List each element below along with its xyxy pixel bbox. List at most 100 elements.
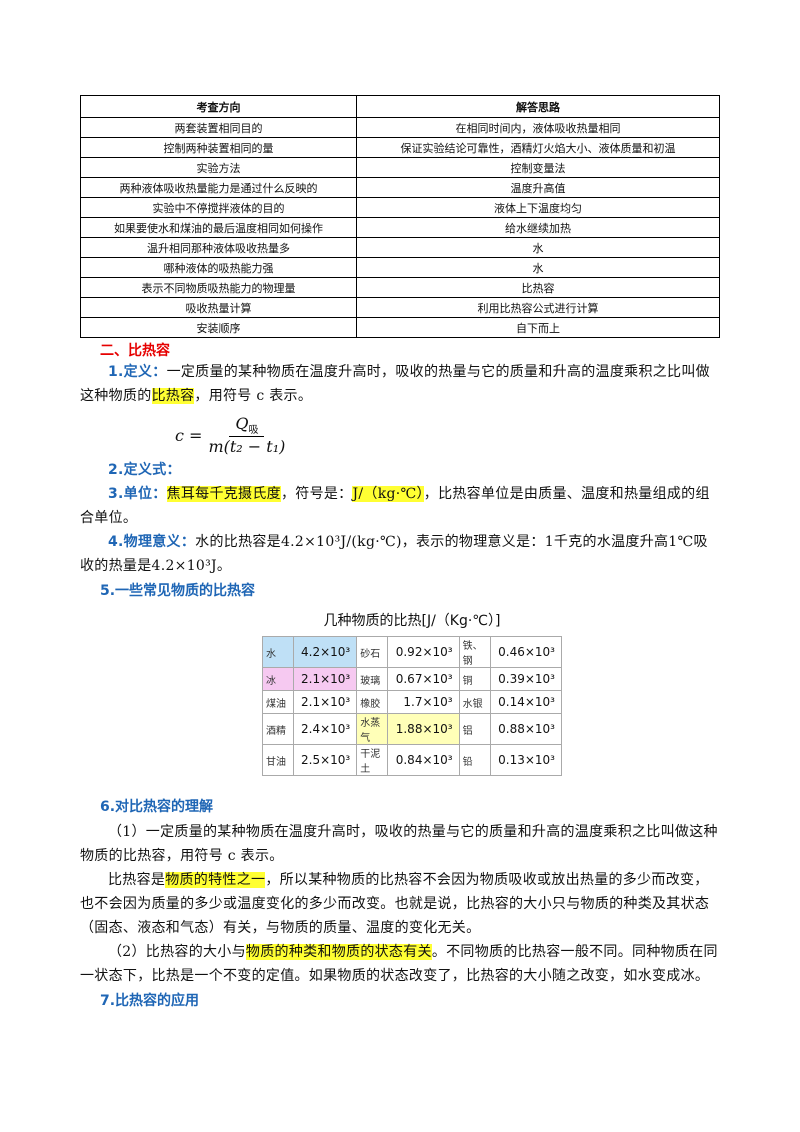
substance-name: 玻璃	[356, 667, 389, 691]
header-row: 考查方向 解答思路	[79, 95, 720, 118]
substance-name: 水银	[458, 690, 491, 714]
highlight-text: 物质的种类和物质的状态有关	[245, 944, 432, 960]
guide-table: 考查方向 解答思路 两套装置相同目的 在相同时间内，液体吸收热量相同 控制两种装置相同的…	[79, 95, 720, 338]
substance-name: 干泥土	[356, 744, 389, 776]
substance-name: 铜	[458, 667, 491, 691]
substance-value: 0.88×10³	[489, 713, 563, 745]
substance-value: 0.84×10³	[387, 744, 460, 776]
table-cell: 利用比热容公式进行计算	[356, 297, 720, 318]
item-label: 7.比热容的应用	[100, 993, 200, 1009]
table-row: 两套装置相同目的 在相同时间内，液体吸收热量相同	[79, 117, 720, 138]
text: 一定质量的某种物质在温度升高时，吸收的热量与它的质量和升高的温度乘积之比叫做这种…	[80, 364, 710, 404]
table-cell: 控制变量法	[356, 157, 720, 178]
item-label: 1.定义：	[108, 364, 167, 380]
table-cell: 保证实验结论可靠性，酒精灯火焰大小、液体质量和初温	[356, 137, 720, 158]
substance-name: 酒精	[262, 713, 294, 745]
specific-heat-figure: 几种物质的比热[J/（Kg·℃）] 水 4.2×10³ 砂石 0.92×10³ 铁、钢 0.…	[262, 610, 563, 776]
denominator: m(t₂ − t₁)	[208, 437, 286, 457]
table-cell: 表示不同物质吸热能力的物理量	[79, 277, 358, 298]
table-cell: 水	[356, 237, 720, 258]
specific-heat-table: 水 4.2×10³ 砂石 0.92×10³ 铁、钢 0.46×10³ 冰 2.1×10³ 玻璃 0…	[262, 636, 563, 776]
table-cell: 自下而上	[356, 317, 720, 338]
table-cell: 控制两种装置相同的量	[79, 137, 358, 158]
item-label: 6.对比热容的理解	[100, 799, 214, 815]
substance-value: 2.1×10³	[292, 667, 358, 691]
table-row: 煤油 2.1×10³ 橡胶 1.7×10³ 水银 0.14×10³	[262, 690, 563, 714]
substance-name: 水	[262, 636, 294, 668]
table-cell: 水	[356, 257, 720, 278]
text: ，用符号 c 表示。	[194, 388, 313, 404]
paragraph: 4.物理意义：水的比热容是4.2×10³J/(kg·℃)，表示的物理意义是：1千…	[80, 530, 720, 578]
substance-name: 铁、钢	[458, 636, 491, 668]
item-label: 4.物理意义：	[108, 534, 196, 550]
table-cell: 给水继续加热	[356, 217, 720, 238]
section-title: 二、比热容	[100, 343, 170, 359]
substance-value: 1.7×10³	[387, 690, 460, 714]
substance-value: 2.1×10³	[292, 690, 358, 714]
text: （1）一定质量的某种物质在温度升高时，吸收的热量与它的质量和升高的温度乘积之比叫…	[80, 824, 718, 864]
numerator-sub: 吸	[248, 425, 259, 437]
substance-name: 砂石	[356, 636, 389, 668]
table-cell: 温度升高值	[356, 177, 720, 198]
header-cell: 解答思路	[356, 95, 720, 118]
table-row: 实验方法 控制变量法	[79, 157, 720, 178]
table-row: 哪种液体的吸热能力强水	[79, 257, 720, 278]
highlight-text: J/（kg·℃）	[352, 486, 424, 502]
table-row: 安装顺序 自下而上	[79, 317, 720, 338]
substance-name: 甘油	[262, 744, 294, 776]
substance-value: 4.2×10³	[292, 636, 358, 668]
table-cell: 实验中不停搅拌液体的目的	[79, 197, 358, 218]
table-cell: 实验方法	[79, 157, 358, 178]
substance-name: 冰	[262, 667, 294, 691]
item-label: 3.单位：	[108, 486, 167, 502]
paragraph: （2）比热容的大小与物质的种类和物质的状态有关。不同物质的比热容一般不同。同种物…	[80, 940, 720, 988]
table-row: 控制两种装置相同的量 保证实验结论可靠性，酒精灯火焰大小、液体质量和初温	[79, 137, 720, 158]
table-cell: 比热容	[356, 277, 720, 298]
substance-value: 0.39×10³	[489, 667, 563, 691]
substance-value: 0.92×10³	[387, 636, 460, 668]
table-cell: 液体上下温度均匀	[356, 197, 720, 218]
text: 比热容是	[108, 872, 166, 888]
substance-value: 0.13×10³	[489, 744, 563, 776]
content: 考查方向 解答思路 两套装置相同目的 在相同时间内，液体吸收热量相同 控制两种装置相同的…	[79, 95, 720, 1014]
table-row: 两种液体吸收热量能力是通过什么反映的 温度升高值	[79, 177, 720, 198]
highlight-text: 物质的特性之一	[165, 872, 266, 888]
item-label: 2.定义式：	[108, 462, 181, 478]
substance-value: 2.5×10³	[292, 744, 358, 776]
item-label: 5.一些常见物质的比热容	[100, 583, 256, 599]
highlight-text: 比热容	[151, 388, 195, 404]
table-cell: 安装顺序	[79, 317, 358, 338]
substance-name: 煤油	[262, 690, 294, 714]
item-heading: 7.比热容的应用	[100, 988, 720, 1014]
table-row: 温升相同那种液体吸收热量多水	[79, 237, 720, 258]
substance-name: 橡胶	[356, 690, 389, 714]
fraction: Q吸 m(t₂ − t₁)	[208, 414, 285, 456]
substance-value: 1.88×10³	[387, 713, 460, 745]
text: ，所以某种物质的比热容不会因为物质吸收或放出热量的多少而改变，也不会因为质量的多…	[80, 872, 710, 936]
table-row: 吸收热量计算 利用比热容公式进行计算	[79, 297, 720, 318]
paragraph: 比热容是物质的特性之一，所以某种物质的比热容不会因为物质吸收或放出热量的多少而改…	[80, 868, 720, 940]
formula-lhs: c =	[175, 425, 203, 445]
item-heading: 6.对比热容的理解	[100, 794, 720, 820]
highlight-text: 焦耳每千克摄氏度	[166, 486, 281, 502]
table-row: 酒精 2.4×10³ 水蒸气 1.88×10³ 铝 0.88×10³	[262, 713, 563, 745]
table-cell: 如果要使水和煤油的最后温度相同如何操作	[79, 217, 358, 238]
table-row: 冰 2.1×10³ 玻璃 0.67×10³ 铜 0.39×10³	[262, 667, 563, 691]
table-cell: 温升相同那种液体吸收热量多	[79, 237, 358, 258]
substance-name: 水蒸气	[356, 713, 389, 745]
table-row: 甘油 2.5×10³ 干泥土 0.84×10³ 铅 0.13×10³	[262, 744, 563, 776]
table-cell: 在相同时间内，液体吸收热量相同	[356, 117, 720, 138]
text: 。不同物质的比热容一般不同。同种物质在同一状态下，比热是一个不变的定值。如果物质…	[80, 944, 718, 984]
table-row: 水 4.2×10³ 砂石 0.92×10³ 铁、钢 0.46×10³	[262, 636, 563, 668]
figure-title: 几种物质的比热[J/（Kg·℃）]	[323, 613, 501, 629]
text: ，比热容单位是由质量、温度和热量组成的组合单位。	[80, 486, 710, 526]
substance-name: 铝	[458, 713, 491, 745]
table-row: 实验中不停搅拌液体的目的 液体上下温度均匀	[79, 197, 720, 218]
paragraph: 1.定义：一定质量的某种物质在温度升高时，吸收的热量与它的质量和升高的温度乘积之…	[80, 360, 720, 408]
text: ，符号是：	[280, 486, 353, 502]
table-cell: 两套装置相同目的	[79, 117, 358, 138]
formula: c = Q吸 m(t₂ − t₁)	[175, 412, 720, 458]
substance-value: 0.67×10³	[387, 667, 460, 691]
text: （2）比热容的大小与	[108, 944, 246, 960]
